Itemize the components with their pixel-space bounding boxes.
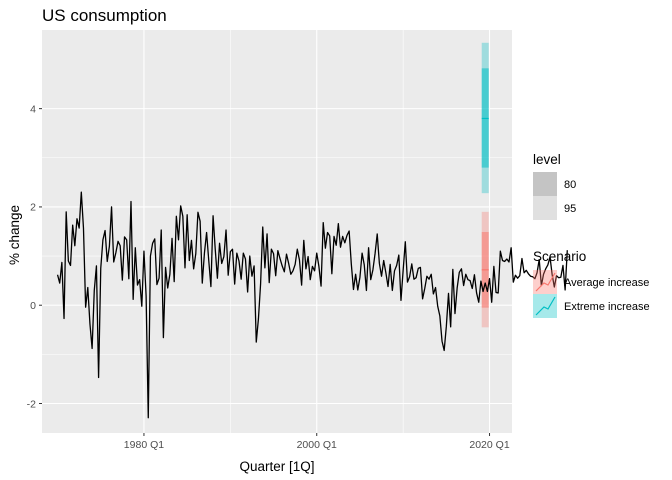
legend-level-80-key	[533, 172, 557, 196]
x-tick-label: 2020 Q1	[469, 439, 509, 451]
y-tick-label: 2	[30, 202, 36, 214]
forecast-bands	[481, 42, 489, 328]
legend-extreme-increase-label: Extreme increase	[564, 301, 650, 313]
legend-scenario-title: Scenario	[533, 249, 586, 264]
legend-average-increase-label: Average increase	[564, 277, 649, 289]
history-line	[56, 191, 568, 419]
y-axis: -2 0 2 4	[27, 103, 42, 410]
legend-level-title: level	[533, 152, 561, 167]
x-tick-label: 1980 Q1	[124, 439, 164, 451]
y-tick-label: 4	[30, 103, 36, 115]
y-tick-label: -2	[27, 398, 36, 410]
chart-title: US consumption	[42, 6, 167, 25]
x-axis: 1980 Q1 2000 Q1 2020 Q1	[124, 433, 510, 451]
legend-scenario: Scenario Average increase Extreme increa…	[533, 249, 650, 318]
y-tick-label: 0	[30, 300, 36, 312]
plot-panel	[42, 30, 512, 433]
legend-extreme-increase-key	[533, 294, 557, 318]
x-tick-label: 2000 Q1	[297, 439, 337, 451]
legend-level-80-label: 80	[564, 179, 576, 191]
legend-level-95-label: 95	[564, 203, 576, 215]
legend-level: level 80 95	[533, 152, 576, 220]
grid-lines	[42, 30, 512, 433]
legend-level-95-key	[533, 196, 557, 220]
legend-average-increase-key	[533, 270, 557, 294]
x-axis-title: Quarter [1Q]	[239, 459, 314, 474]
y-axis-title: % change	[7, 205, 22, 265]
